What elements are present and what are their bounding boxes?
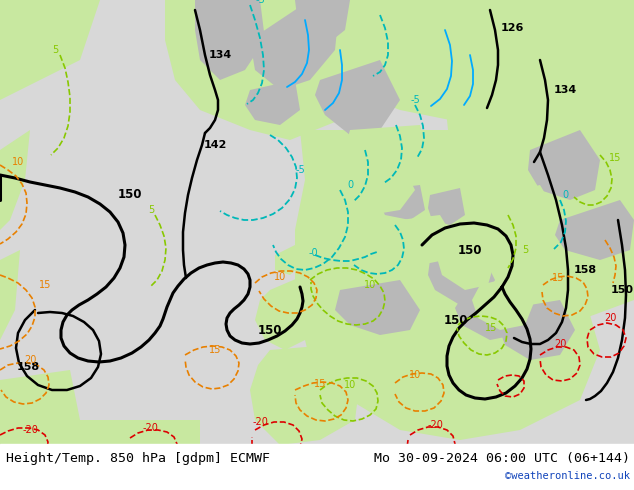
Text: ©weatheronline.co.uk: ©weatheronline.co.uk (505, 471, 630, 481)
Text: -20: -20 (142, 423, 158, 433)
Text: 15: 15 (552, 273, 564, 283)
Text: 5: 5 (52, 45, 58, 55)
Polygon shape (165, 0, 340, 140)
Text: 0: 0 (562, 190, 568, 200)
Text: 150: 150 (458, 244, 482, 256)
Polygon shape (295, 130, 600, 440)
Polygon shape (494, 185, 555, 242)
Text: 20: 20 (604, 313, 616, 323)
Text: 15: 15 (314, 379, 326, 389)
Text: 10: 10 (12, 157, 24, 167)
Text: 0: 0 (347, 180, 353, 190)
Text: Mo 30-09-2024 06:00 UTC (06+144): Mo 30-09-2024 06:00 UTC (06+144) (374, 451, 630, 465)
Text: -0: -0 (308, 248, 318, 258)
Text: 158: 158 (573, 265, 597, 275)
Polygon shape (472, 275, 535, 330)
Polygon shape (195, 0, 265, 80)
Text: 10: 10 (344, 380, 356, 390)
Text: -20: -20 (252, 417, 268, 427)
Text: -5: -5 (295, 165, 305, 175)
Polygon shape (335, 280, 420, 335)
Polygon shape (437, 235, 495, 290)
Text: 5: 5 (522, 245, 528, 255)
Polygon shape (255, 275, 315, 350)
Polygon shape (428, 250, 495, 305)
Text: 134: 134 (209, 50, 231, 60)
Polygon shape (0, 250, 20, 340)
Text: 15: 15 (39, 280, 51, 290)
Polygon shape (345, 125, 430, 175)
Text: -20: -20 (427, 420, 443, 430)
Polygon shape (0, 0, 60, 50)
Text: 15: 15 (209, 345, 221, 355)
Text: 150: 150 (258, 323, 282, 337)
Polygon shape (455, 285, 525, 340)
Bar (0, 444, 634, 490)
Polygon shape (528, 130, 600, 200)
Text: 10: 10 (274, 272, 286, 282)
Text: Height/Temp. 850 hPa [gdpm] ECMWF: Height/Temp. 850 hPa [gdpm] ECMWF (6, 451, 270, 465)
Text: 142: 142 (204, 140, 227, 150)
Polygon shape (0, 370, 80, 450)
Polygon shape (315, 60, 400, 135)
Text: 150: 150 (444, 314, 469, 326)
Text: 15: 15 (609, 153, 621, 163)
Text: 134: 134 (553, 85, 577, 95)
Text: -5: -5 (410, 95, 420, 105)
Polygon shape (395, 215, 455, 265)
Polygon shape (345, 160, 415, 215)
Polygon shape (245, 80, 300, 125)
Text: -5: -5 (255, 0, 265, 5)
Text: 150: 150 (118, 189, 142, 201)
Polygon shape (300, 0, 520, 120)
Polygon shape (378, 185, 425, 220)
Text: 15: 15 (485, 323, 497, 333)
Text: 158: 158 (16, 362, 39, 372)
Text: 10: 10 (364, 280, 376, 290)
Text: 20: 20 (554, 339, 566, 349)
Polygon shape (498, 300, 575, 360)
Polygon shape (275, 245, 300, 275)
Polygon shape (428, 188, 465, 225)
Polygon shape (200, 445, 634, 490)
Polygon shape (0, 0, 100, 100)
Text: 20: 20 (24, 355, 36, 365)
Polygon shape (590, 0, 634, 120)
Polygon shape (0, 420, 200, 490)
Text: -20: -20 (22, 425, 38, 435)
Text: 126: 126 (500, 23, 524, 33)
Polygon shape (0, 130, 30, 230)
Polygon shape (550, 0, 634, 80)
Text: 150: 150 (611, 285, 634, 295)
Text: 10: 10 (409, 370, 421, 380)
Polygon shape (295, 0, 350, 50)
Polygon shape (250, 345, 360, 445)
Polygon shape (445, 0, 634, 320)
Polygon shape (250, 0, 340, 90)
Polygon shape (555, 200, 634, 260)
Text: 5: 5 (148, 205, 154, 215)
